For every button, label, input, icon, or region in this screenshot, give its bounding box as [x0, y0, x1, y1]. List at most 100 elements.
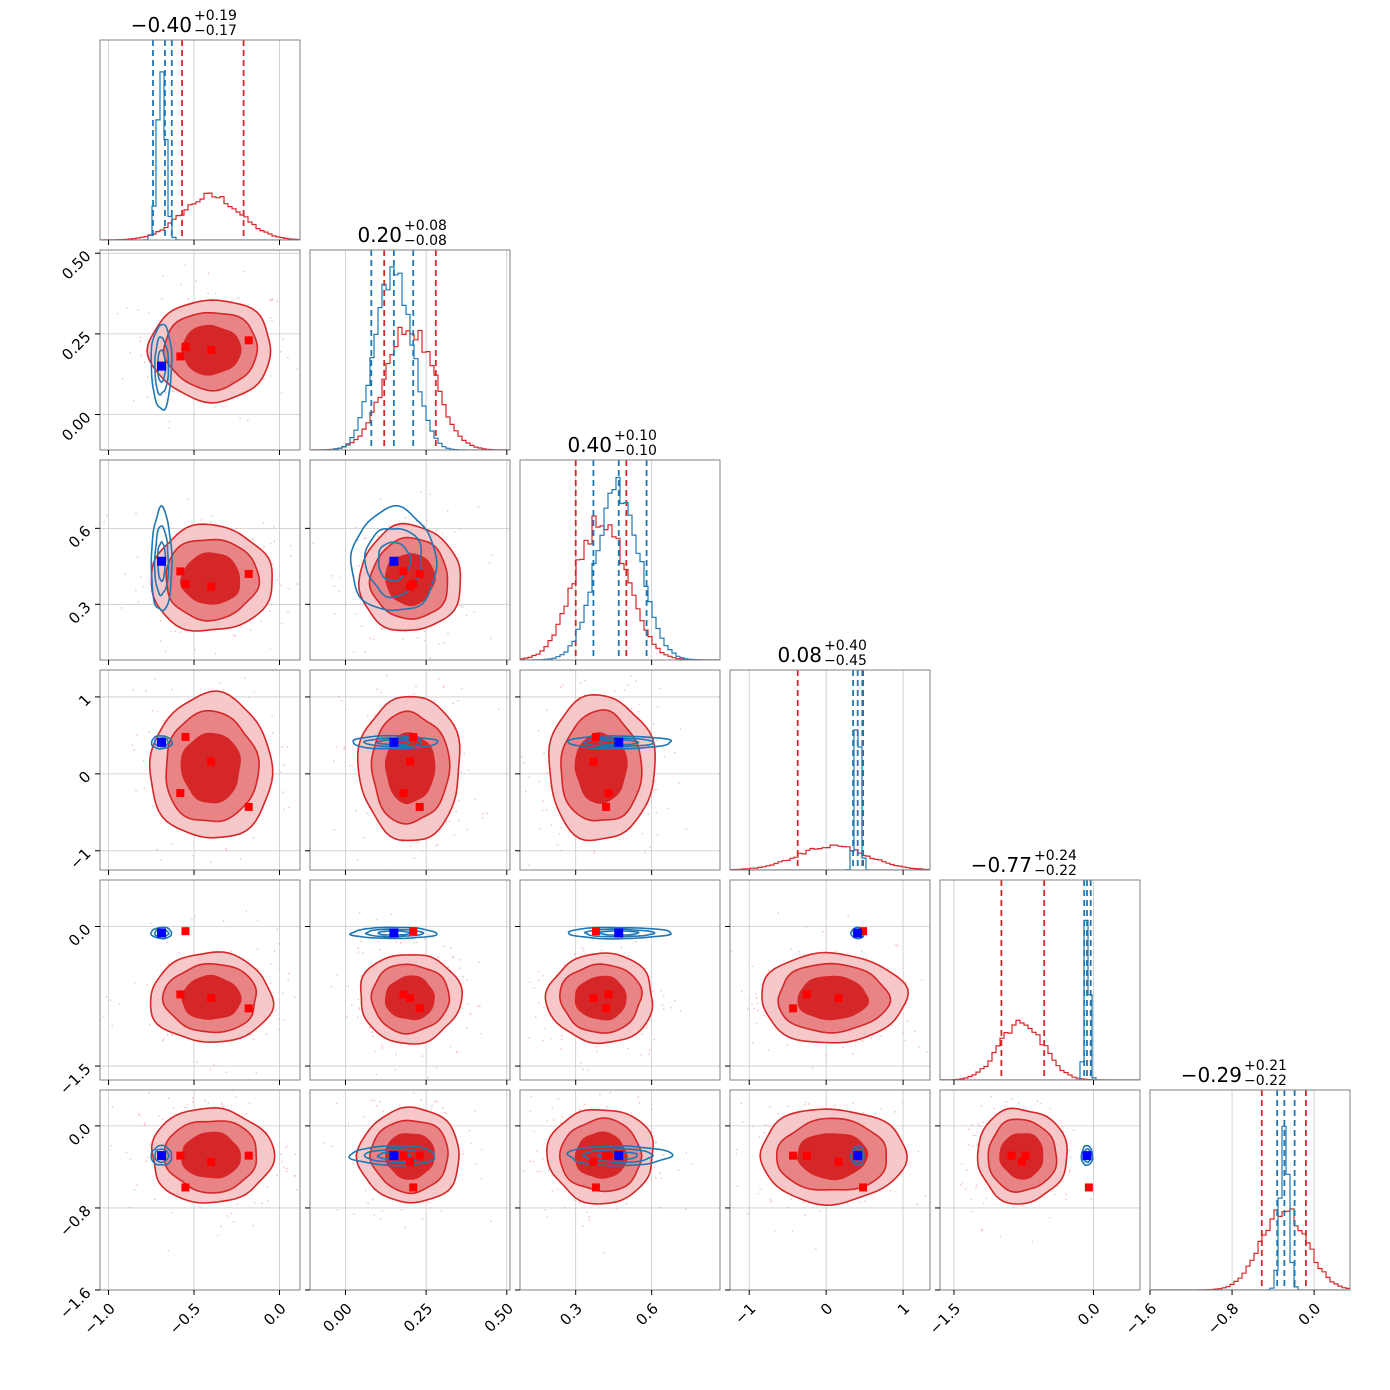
red-sample-point — [280, 584, 283, 587]
red-sample-point — [864, 1200, 867, 1203]
red-sample-point — [627, 955, 630, 957]
red-sample-point — [463, 752, 466, 755]
red-sample-point — [434, 844, 437, 847]
red-sample-point — [486, 812, 489, 815]
red-sample-point — [776, 912, 779, 915]
red-sample-point — [287, 979, 290, 982]
red-sample-point — [142, 586, 145, 588]
red-sample-point — [261, 1202, 263, 1205]
red-sample-point — [453, 834, 456, 837]
red-sample-point — [606, 1105, 609, 1108]
red-sample-point — [243, 677, 246, 679]
red-sample-point — [865, 957, 868, 959]
red-sample-point — [454, 531, 457, 534]
red-sample-point — [243, 393, 245, 396]
red-sample-point — [533, 1130, 536, 1133]
red-sample-point — [420, 1099, 423, 1101]
red-sample-point — [222, 920, 225, 922]
red-sample-point — [118, 1002, 121, 1005]
red-sample-point — [253, 1202, 256, 1204]
red-sample-point — [647, 803, 650, 806]
red-sample-point — [756, 1002, 759, 1005]
red-sample-point — [336, 974, 339, 976]
blue-marker — [614, 737, 624, 747]
red-sample-point — [325, 1168, 327, 1170]
red-sample-point — [656, 833, 659, 836]
red-sample-point — [536, 1150, 538, 1152]
blue-contour-2 — [582, 1148, 655, 1164]
red-sample-point — [139, 576, 142, 578]
red-sample-point — [330, 985, 333, 988]
red-contour-3 — [574, 1131, 628, 1179]
red-sample-point — [386, 674, 388, 677]
red-sample-point — [280, 392, 283, 395]
red-sample-point — [271, 714, 274, 717]
red-sample-point — [481, 812, 484, 815]
blue-histogram — [940, 919, 1140, 1080]
red-sample-point — [462, 975, 464, 978]
red-sample-point — [970, 1198, 973, 1201]
panel-3-2 — [520, 670, 720, 870]
red-sample-point — [450, 1050, 452, 1052]
red-sample-point — [662, 1008, 665, 1010]
red-sample-point — [978, 1125, 981, 1127]
panel-frame — [99, 249, 301, 451]
red-sample-point — [274, 1009, 277, 1012]
red-sample-point — [352, 1163, 354, 1165]
red-sample-point — [133, 749, 136, 752]
red-sample-point — [852, 1102, 854, 1104]
red-sample-point — [388, 524, 390, 527]
panel-4-4 — [940, 880, 1140, 1080]
red-sample-point — [968, 1143, 971, 1146]
red-sample-point — [271, 320, 273, 322]
red-sample-point — [389, 874, 391, 876]
red-sample-point — [482, 1042, 484, 1044]
red-sample-point — [522, 1170, 525, 1172]
red-sample-point — [529, 1160, 532, 1162]
blue-contour-1 — [1080, 1144, 1094, 1167]
panel-frame — [99, 459, 301, 661]
red-sample-point — [540, 1170, 542, 1173]
red-sample-point — [532, 1160, 535, 1163]
red-sample-point — [769, 1198, 772, 1201]
red-sample-point — [266, 1185, 269, 1188]
panel-4-2 — [482, 880, 720, 1080]
red-sample-point — [369, 637, 372, 640]
red-sample-point — [281, 992, 284, 995]
red-sample-point — [289, 554, 292, 557]
red-sample-point — [248, 696, 250, 699]
y-tick-label: 0.00 — [58, 408, 94, 444]
red-sample-point — [438, 663, 440, 665]
red-sample-point — [275, 578, 278, 581]
red-sample-point — [132, 689, 134, 692]
red-sample-point — [137, 1113, 140, 1115]
red-sample-point — [132, 399, 135, 402]
panel-2-1 — [310, 460, 510, 660]
title-minus: −0.22 — [1034, 863, 1077, 879]
blue-contour-2 — [362, 737, 422, 748]
red-sample-point — [106, 514, 108, 517]
red-sample-point — [306, 1007, 308, 1009]
red-marker — [244, 336, 253, 345]
red-sample-point — [380, 627, 383, 630]
red-sample-point — [135, 512, 137, 515]
red-marker — [176, 567, 185, 576]
red-sample-point — [763, 1132, 766, 1134]
red-sample-point — [656, 705, 659, 708]
red-sample-point — [529, 1110, 532, 1113]
red-sample-point — [163, 719, 165, 722]
red-sample-point — [896, 945, 899, 948]
red-sample-point — [374, 1050, 376, 1053]
red-sample-point — [647, 813, 650, 816]
red-sample-point — [557, 1188, 559, 1191]
red-sample-point — [457, 557, 460, 560]
red-sample-point — [460, 687, 463, 690]
title-plus: +0.24 — [1034, 848, 1077, 864]
red-sample-point — [727, 1022, 729, 1024]
red-marker — [604, 789, 613, 798]
red-sample-point — [449, 1045, 452, 1048]
red-sample-point — [543, 1006, 545, 1009]
red-sample-point — [778, 1077, 780, 1079]
red-sample-point — [286, 1167, 289, 1170]
red-histogram — [520, 515, 720, 660]
